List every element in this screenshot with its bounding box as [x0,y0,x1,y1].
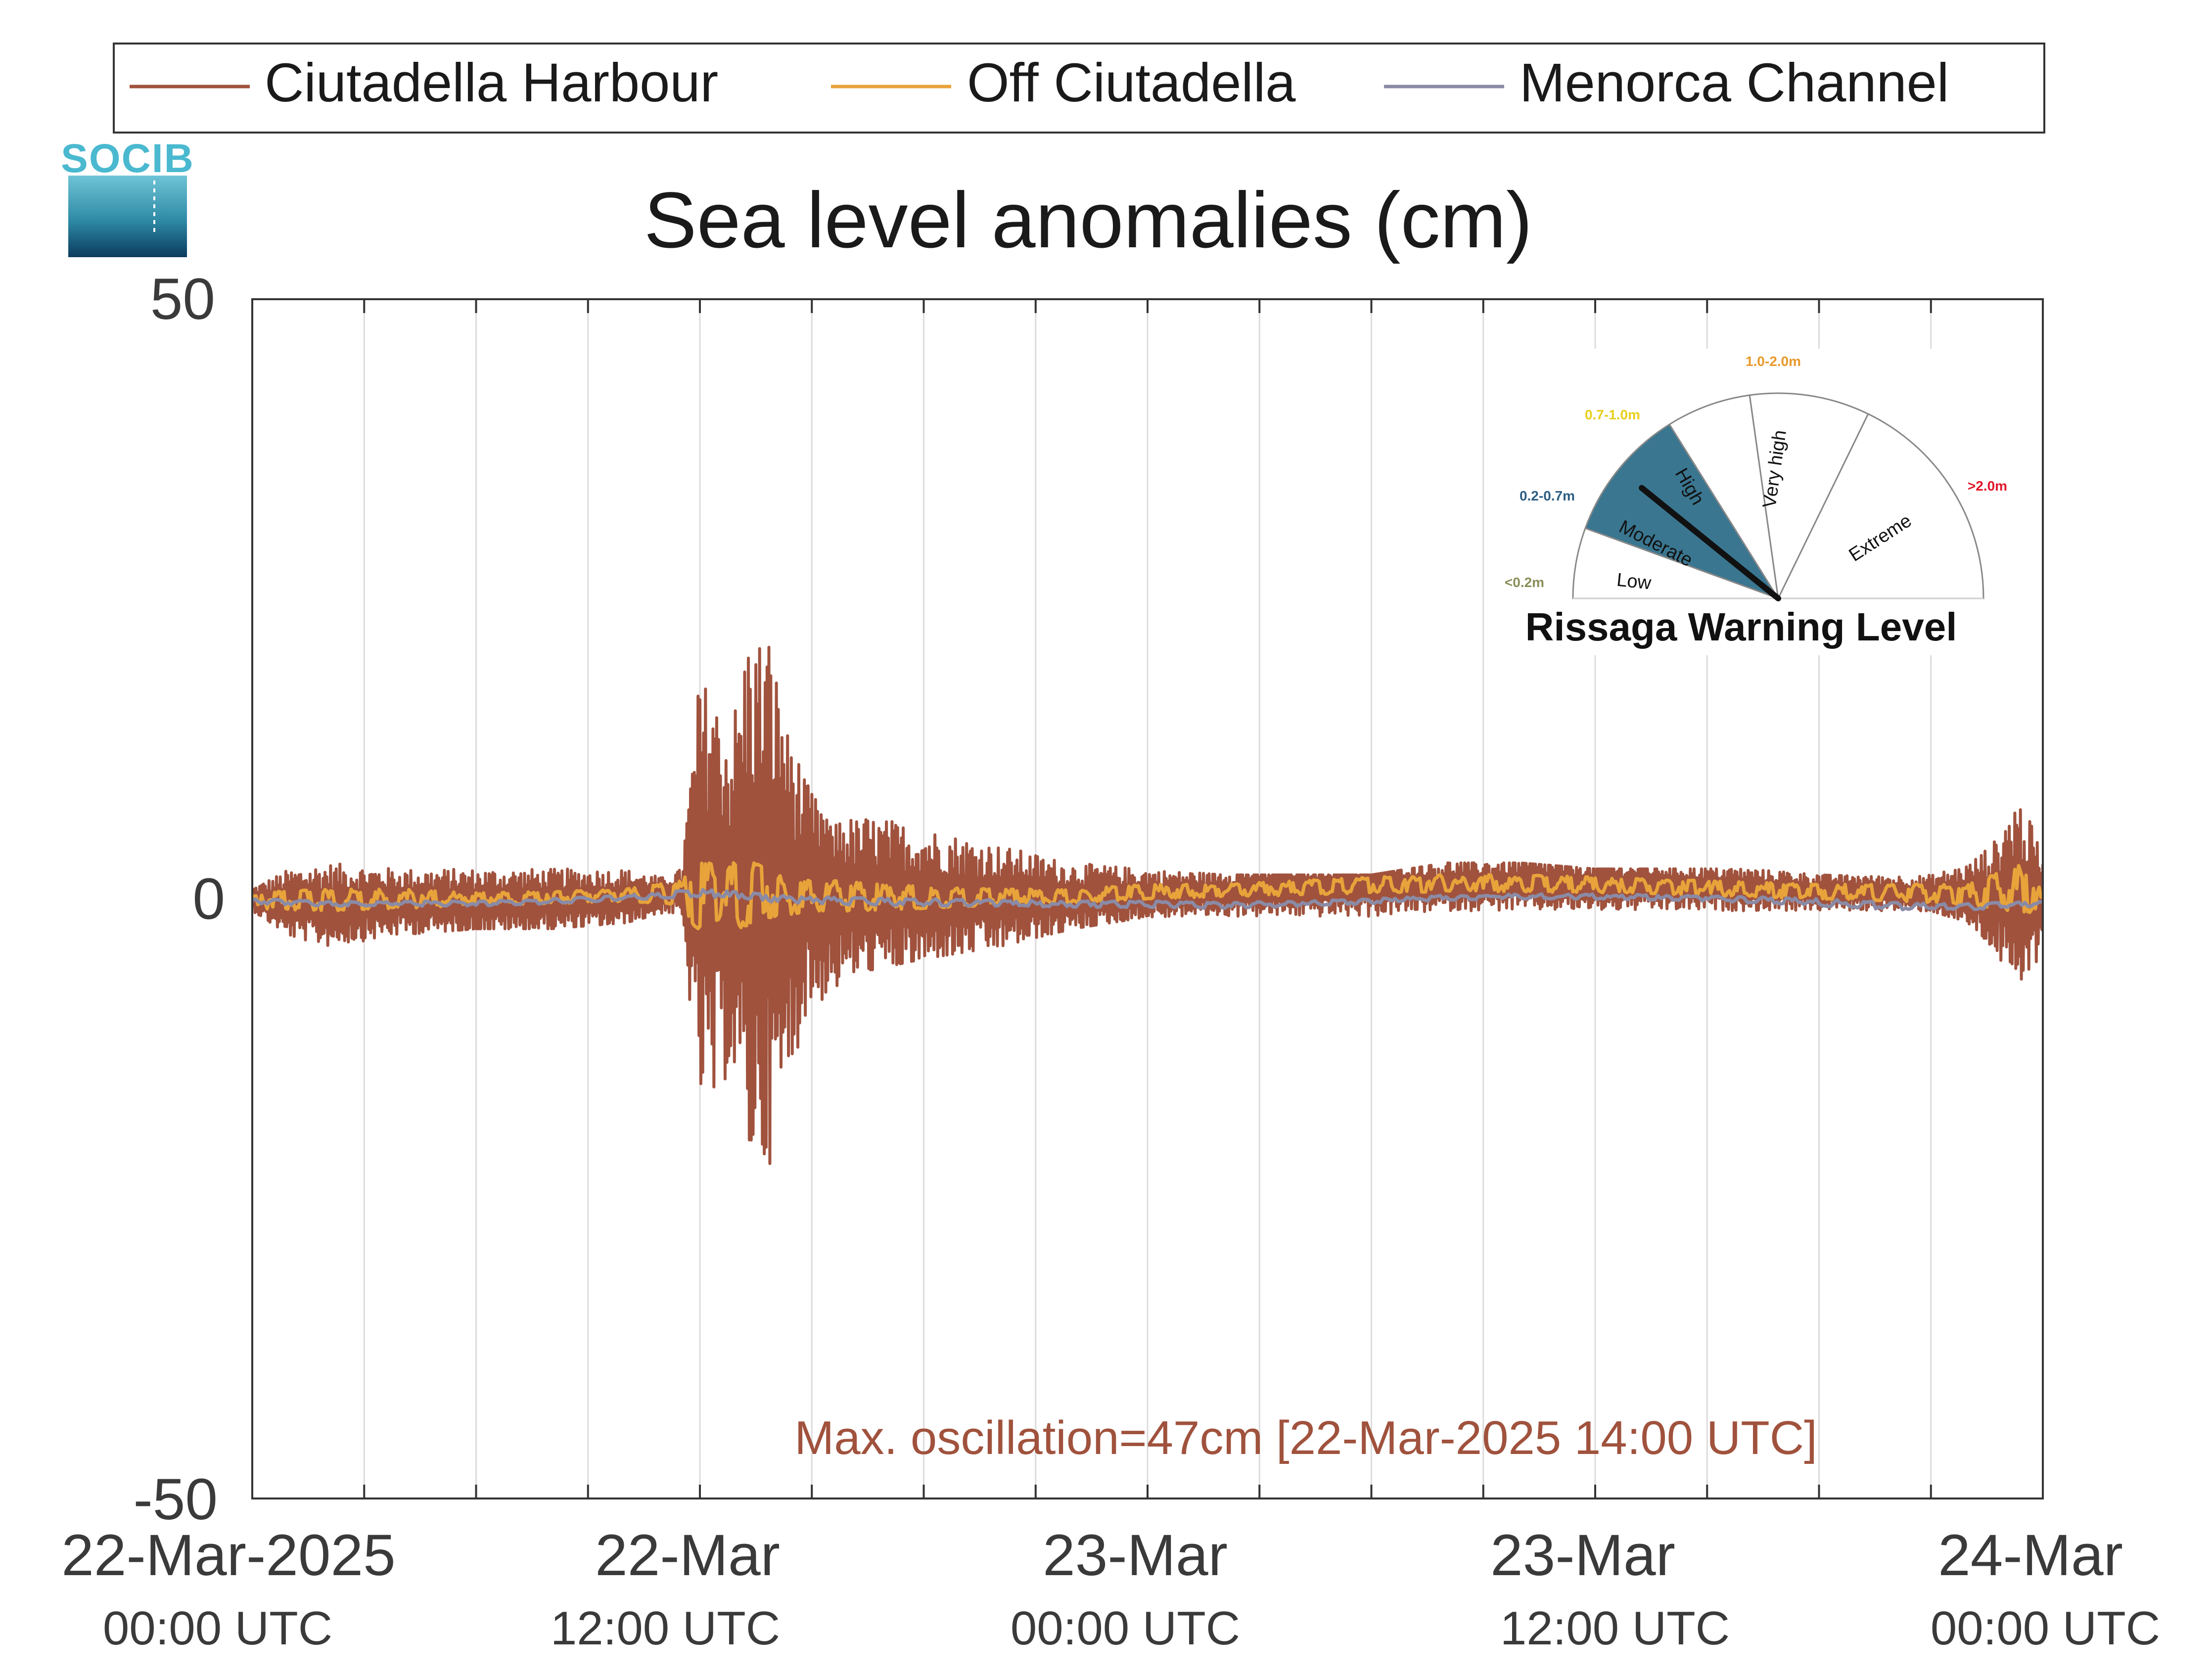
gauge-range-low: <0.2m [1505,575,1544,590]
x-tick-time-4: 00:00 UTC [1931,1602,2160,1655]
x-tick-date-3: 23-Mar [1490,1523,1675,1588]
series-line-ciutadella-harbour [252,645,2043,1165]
logo-text: SOCIB [61,136,194,181]
series-layer [252,645,2043,1165]
gauge-range-moderate: 0.2-0.7m [1520,488,1575,503]
gauge-sector-low [1572,527,1779,599]
gauge-sector-moderate [1584,423,1780,600]
x-tick-date-2: 23-Mar [1043,1523,1228,1588]
gauge-level-low: Low <0.2m [1505,570,1653,594]
x-tick-time-3: 12:00 UTC [1500,1602,1730,1655]
legend-item-menorca-channel: Menorca Channel [1384,52,1949,113]
legend-item-ciutadella-harbour: Ciutadella Harbour [130,52,718,113]
legend: Ciutadella Harbour Off Ciutadella Menorc… [113,43,2045,134]
legend-label-ciutadella-harbour: Ciutadella Harbour [265,52,718,113]
x-tick-labels: 22-Mar-2025 00:00 UTC 22-Mar 12:00 UTC 2… [61,1523,2160,1655]
legend-item-off-ciutadella: Off Ciutadella [831,52,1296,113]
gauge-needle [1639,485,1781,601]
x-tick-time-1: 12:00 UTC [551,1602,780,1655]
x-tick-date-0: 22-Mar-2025 [61,1523,396,1588]
x-tick-date-4: 24-Mar [1938,1523,2123,1588]
y-tick-label-top: 50 [150,267,215,332]
x-tick-marks [363,299,1932,1498]
gauge-sector-extreme [1777,412,1984,599]
legend-box [113,43,2045,134]
series-line-menorca-channel [252,888,2043,911]
max-oscillation-annotation: Max. oscillation=47cm [22-Mar-2025 14:00… [794,1411,1817,1464]
gauge-range-very-high: 1.0-2.0m [1746,354,1801,369]
gauge-sector-very-high [1749,392,1869,601]
gauge-range-extreme: >2.0m [1968,478,2007,494]
legend-label-off-ciutadella: Off Ciutadella [967,52,1296,113]
y-tick-label-bottom: -50 [133,1467,218,1532]
socib-logo: SOCIB [61,136,194,257]
gauge-sectors [1572,392,1984,601]
x-tick-time-0: 00:00 UTC [103,1602,332,1655]
gauge-level-label-low: Low [1615,570,1652,594]
gauge-sector-high [1668,394,1779,599]
x-tick-date-1: 22-Mar [595,1523,780,1588]
gauge-title: Rissaga Warning Level [1525,605,1957,649]
legend-label-menorca-channel: Menorca Channel [1520,52,1949,113]
gauge-range-high: 0.7-1.0m [1585,407,1640,422]
x-tick-time-2: 00:00 UTC [1011,1602,1240,1655]
rissaga-warning-gauge: Low <0.2m Moderate 0.2-0.7m High 0.7-1.0… [1494,349,2018,655]
chart-title: Sea level anomalies (cm) [644,176,1532,264]
logo-wave-icon [68,176,187,257]
y-tick-label-mid: 0 [192,866,225,932]
